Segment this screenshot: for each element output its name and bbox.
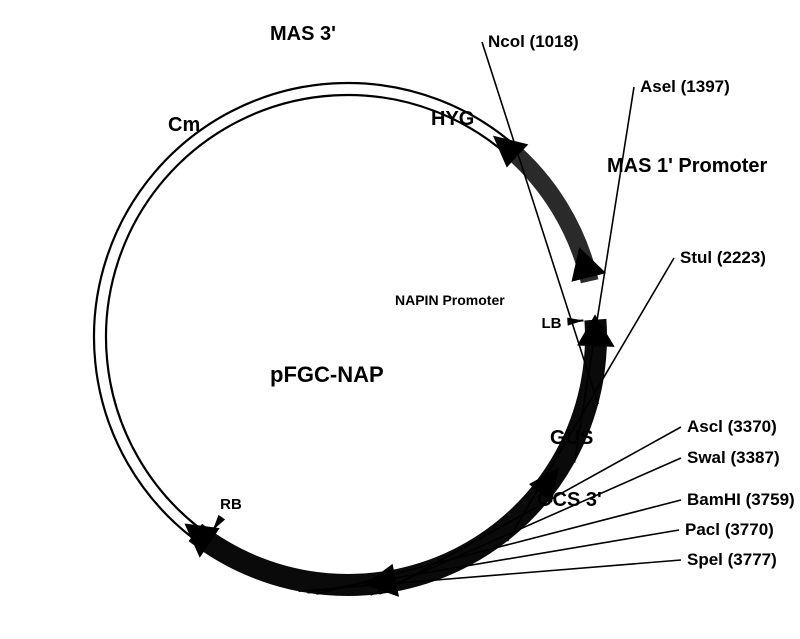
feature-arc-main (195, 320, 596, 585)
site-label-Stul: Stul (2223) (680, 248, 766, 267)
tick-label-LB: LB (542, 315, 562, 332)
feature-label-gus: GUS (550, 427, 593, 449)
plasmid-name: pFGC-NAP (270, 362, 384, 387)
feature-label-hyg: HYG (431, 108, 474, 130)
site-label-Ascl: Ascl (3370) (687, 417, 777, 436)
feature-label-cm: Cm (168, 114, 200, 136)
feature-label-mas3: MAS 3' (270, 23, 336, 45)
feature-label-ocs3: OCS 3' (537, 489, 602, 511)
site-leader-BamHI (316, 500, 681, 594)
site-label-BamHI: BamHI (3759) (687, 490, 795, 509)
feature-label-napin: NAPIN Promoter (395, 292, 505, 308)
site-label-Ncol: Ncol (1018) (488, 32, 579, 51)
site-label-Swal: Swal (3387) (687, 448, 780, 467)
site-label-Spel: Spel (3777) (687, 550, 777, 569)
site-leader-Ncol (482, 42, 598, 404)
site-leader-Ascl (380, 427, 681, 594)
plasmid-ring-outer (94, 83, 521, 537)
site-label-Pacl: Pacl (3770) (685, 520, 774, 539)
feature-label-mas1: MAS 1' Promoter (607, 155, 768, 177)
tick-label-RB: RB (220, 496, 242, 513)
site-label-Asel: Asel (1397) (640, 77, 730, 96)
